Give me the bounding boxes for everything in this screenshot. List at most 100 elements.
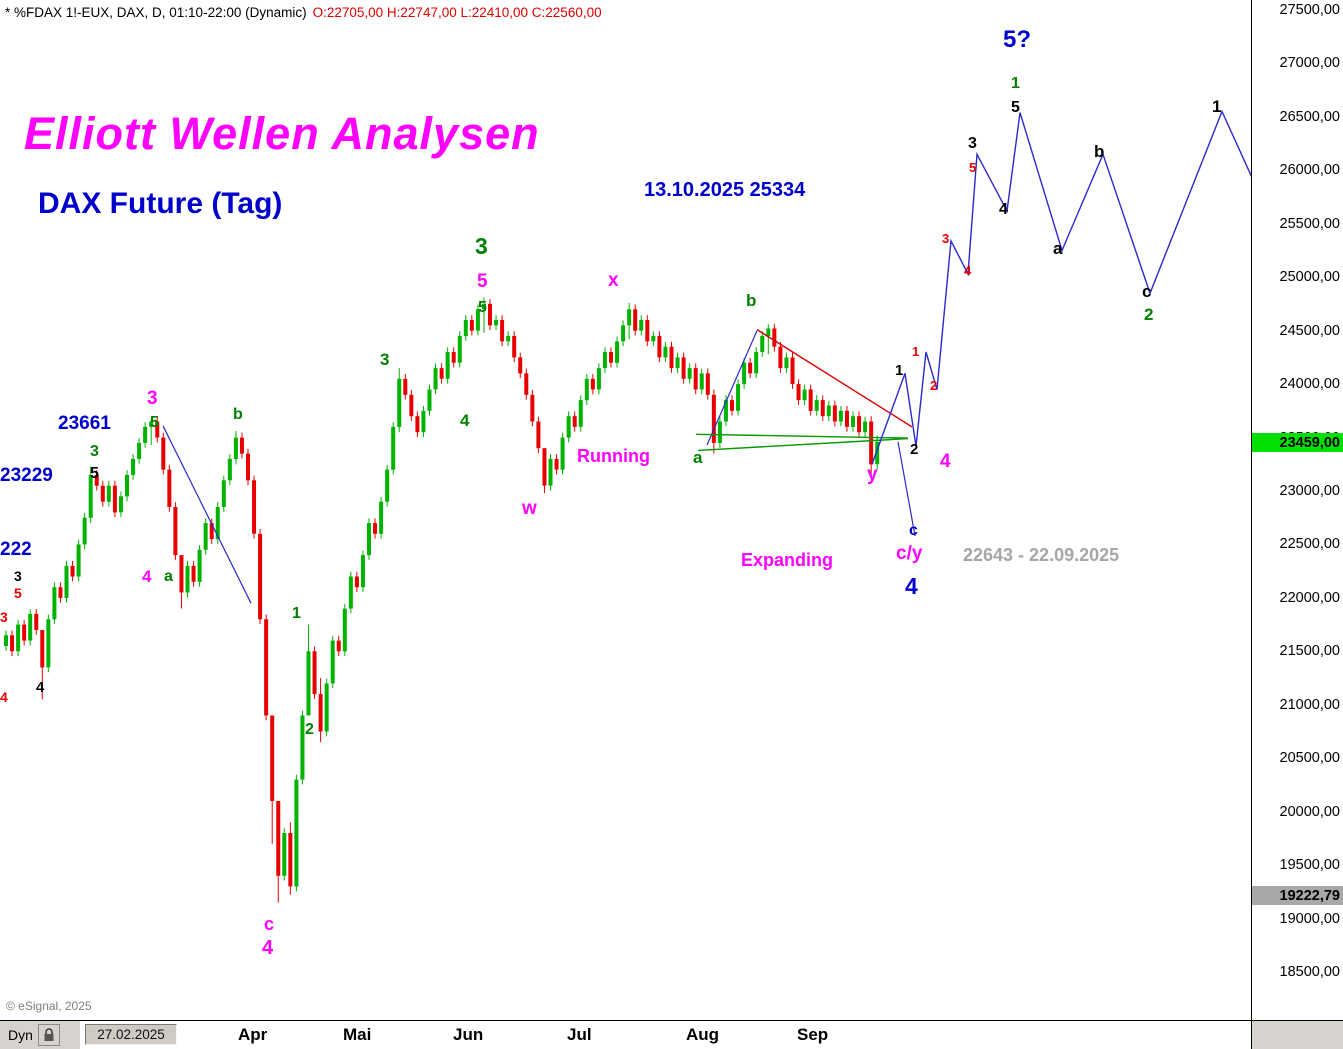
candle-body bbox=[645, 320, 650, 342]
candle-body bbox=[826, 405, 831, 417]
candle-body bbox=[64, 565, 69, 598]
candle-body bbox=[602, 352, 607, 368]
candle-body bbox=[155, 421, 160, 438]
candle-body bbox=[772, 328, 777, 347]
price-tick-label: 27000,00 bbox=[1279, 55, 1340, 72]
candle-body bbox=[463, 320, 468, 336]
ohlc-values: O:22705,00 H:22747,00 L:22410,00 C:22560… bbox=[312, 5, 602, 20]
candle-body bbox=[131, 458, 136, 475]
candle-body bbox=[270, 715, 275, 801]
price-tick-label: 24000,00 bbox=[1279, 376, 1340, 393]
candle-body bbox=[869, 421, 874, 465]
candle-body bbox=[693, 368, 698, 390]
candle-body bbox=[403, 378, 408, 395]
candle-body bbox=[288, 833, 293, 887]
copyright-notice: © eSignal, 2025 bbox=[6, 999, 92, 1013]
candle-body bbox=[584, 378, 589, 401]
candle-body bbox=[857, 416, 862, 433]
candle-body bbox=[705, 373, 710, 395]
candle-body bbox=[397, 378, 402, 427]
candlestick-chart bbox=[4, 109, 1251, 903]
price-tick-label: 27500,00 bbox=[1279, 2, 1340, 18]
lock-button[interactable] bbox=[37, 1024, 60, 1046]
candle-body bbox=[784, 357, 789, 369]
candle-body bbox=[760, 336, 765, 352]
candle-body bbox=[536, 421, 541, 449]
candle-body bbox=[554, 458, 559, 470]
candle-body bbox=[16, 624, 21, 652]
candle-body bbox=[717, 421, 722, 443]
candle-body bbox=[494, 320, 499, 326]
candle-body bbox=[572, 416, 577, 427]
candle-body bbox=[276, 801, 281, 876]
symbol-descriptor: * %FDAX 1!-EUX, DAX, D, 01:10-22:00 (Dyn… bbox=[5, 5, 307, 20]
candle-body bbox=[191, 565, 196, 582]
month-label-jun: Jun bbox=[453, 1025, 484, 1044]
candle-body bbox=[524, 373, 529, 395]
candle-body bbox=[802, 389, 807, 401]
candle-body bbox=[221, 480, 226, 507]
price-tick-label: 25000,00 bbox=[1279, 269, 1340, 286]
candle-body bbox=[348, 576, 353, 609]
candle-body bbox=[844, 410, 849, 427]
candle-body bbox=[330, 640, 335, 684]
price-chart-area: * %FDAX 1!-EUX, DAX, D, 01:10-22:00 (Dyn… bbox=[0, 5, 1251, 1013]
candle-body bbox=[34, 613, 39, 630]
candle-body bbox=[778, 346, 783, 369]
candle-body bbox=[312, 651, 317, 695]
candle-body bbox=[94, 475, 99, 486]
candle-body bbox=[118, 496, 123, 513]
candle-body bbox=[203, 523, 208, 550]
left-downtrend-line bbox=[162, 425, 252, 604]
price-tick-label: 22000,00 bbox=[1279, 589, 1340, 606]
price-axis[interactable]: 27500,00 27000,00 26500,00 26000,00 25500,00… bbox=[1251, 0, 1343, 1020]
start-date-field[interactable]: 27.02.2025 bbox=[85, 1024, 177, 1045]
red-downtrend-line bbox=[756, 329, 913, 428]
candle-body bbox=[173, 507, 178, 556]
candle-body bbox=[22, 624, 27, 641]
price-tick-label: 20500,00 bbox=[1279, 750, 1340, 767]
candle-body bbox=[4, 635, 8, 646]
candle-body bbox=[421, 410, 426, 433]
candle-body bbox=[137, 442, 142, 459]
candle-body bbox=[433, 368, 438, 390]
candle-body bbox=[590, 378, 595, 390]
candle-body bbox=[300, 715, 305, 780]
candle-body bbox=[736, 384, 741, 411]
month-label-sep: Sep bbox=[797, 1025, 829, 1044]
running-triangle-lower-line bbox=[697, 437, 909, 452]
candle-body bbox=[439, 368, 444, 379]
bullish-projection-line bbox=[871, 109, 1251, 465]
axis-corner bbox=[1251, 1021, 1343, 1049]
candle-body bbox=[609, 352, 613, 363]
candle-body bbox=[427, 389, 432, 411]
candle-body bbox=[58, 587, 63, 598]
candle-body bbox=[578, 400, 583, 427]
candle-body bbox=[246, 453, 250, 481]
candle-body bbox=[379, 501, 384, 534]
month-label-jul: Jul bbox=[567, 1025, 592, 1044]
price-tick-label: 21500,00 bbox=[1279, 643, 1340, 660]
time-axis-bar: Dyn 27.02.2025 Apr Mai Jun Jul Aug Sep bbox=[0, 1020, 1343, 1049]
candle-body bbox=[814, 400, 819, 411]
candle-body bbox=[481, 303, 486, 310]
candle-body bbox=[252, 480, 257, 534]
candle-body bbox=[209, 523, 214, 540]
candle-body bbox=[106, 485, 111, 502]
symbol-info-line: * %FDAX 1!-EUX, DAX, D, 01:10-22:00 (Dyn… bbox=[5, 5, 602, 20]
candle-body bbox=[282, 833, 287, 876]
candle-body bbox=[258, 533, 263, 620]
price-tick-label: 18500,00 bbox=[1279, 964, 1340, 980]
candle-body bbox=[627, 309, 632, 326]
candle-body bbox=[621, 325, 626, 342]
candle-body bbox=[566, 416, 571, 438]
candle-body bbox=[185, 565, 190, 593]
candle-body bbox=[506, 336, 511, 342]
candle-body bbox=[28, 613, 33, 641]
candle-body bbox=[500, 320, 505, 342]
candle-body bbox=[112, 485, 117, 513]
running-triangle-upper-line bbox=[695, 433, 909, 439]
candle-body bbox=[687, 368, 692, 379]
candle-body bbox=[796, 384, 801, 401]
